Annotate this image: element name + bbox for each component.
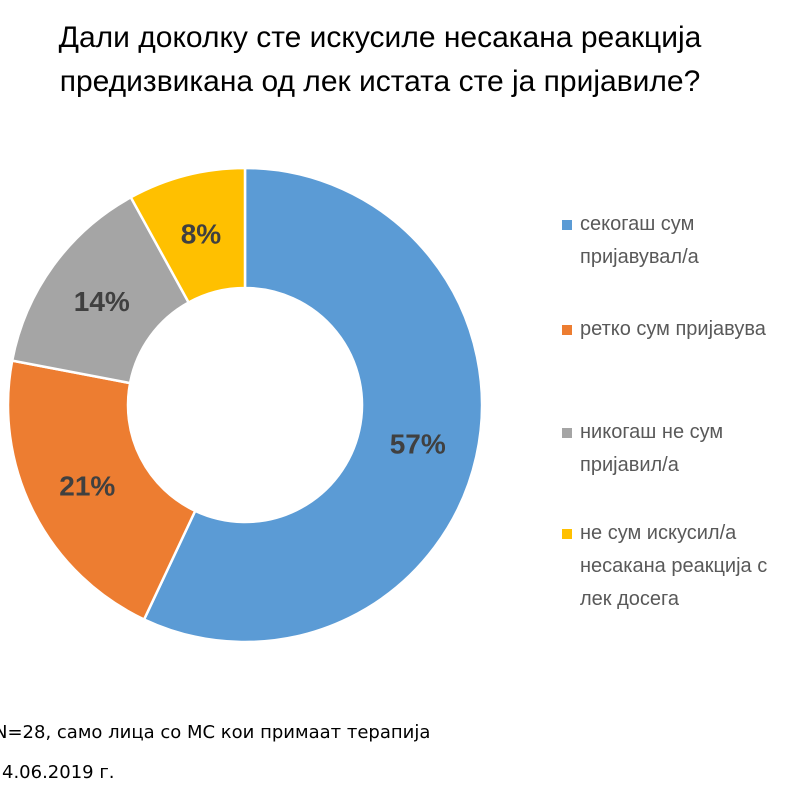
donut-slice [10,195,191,385]
legend-label: ретко сум пријавува [580,318,766,340]
legend-label: несакана реакција с [580,555,768,577]
donut-slice [129,166,247,305]
legend-label: пријавувал/а [580,246,699,268]
legend-item: секогаш сум пријавувал/а [562,208,699,274]
donut-slice [6,359,197,622]
legend-label: секогаш сум [580,213,695,235]
data-label: 8% [181,219,222,250]
legend-swatch [562,220,572,230]
data-label: 21% [59,470,115,501]
title-line-1: Дали доколку сте искусиле несакана реакц… [58,21,702,54]
legend-label: никогаш не сум [580,421,724,443]
legend-label: пријавил/а [580,454,679,476]
donut-slice [142,166,484,644]
footnote-sample: N=28, само лица со МС кои примаат терапи… [0,722,431,743]
legend-label: лек досега [580,588,679,610]
legend-swatch [562,325,572,335]
data-label: 57% [390,429,446,460]
data-label: 14% [74,286,130,317]
chart-title: Дали доколку сте искусиле несакана реакц… [0,16,760,104]
legend-item: ретко сум пријавува [562,313,766,346]
title-line-2: предизвикана од лек истата сте ја пријав… [59,65,701,98]
legend-swatch [562,529,572,539]
footnote-date: 4.06.2019 г. [2,762,115,783]
legend-swatch [562,428,572,438]
legend-item: не сум искусил/а несакана реакција с лек д… [562,517,767,616]
legend-item: никогаш не сум пријавил/а [562,416,723,482]
legend-label: не сум искусил/а [580,522,737,544]
